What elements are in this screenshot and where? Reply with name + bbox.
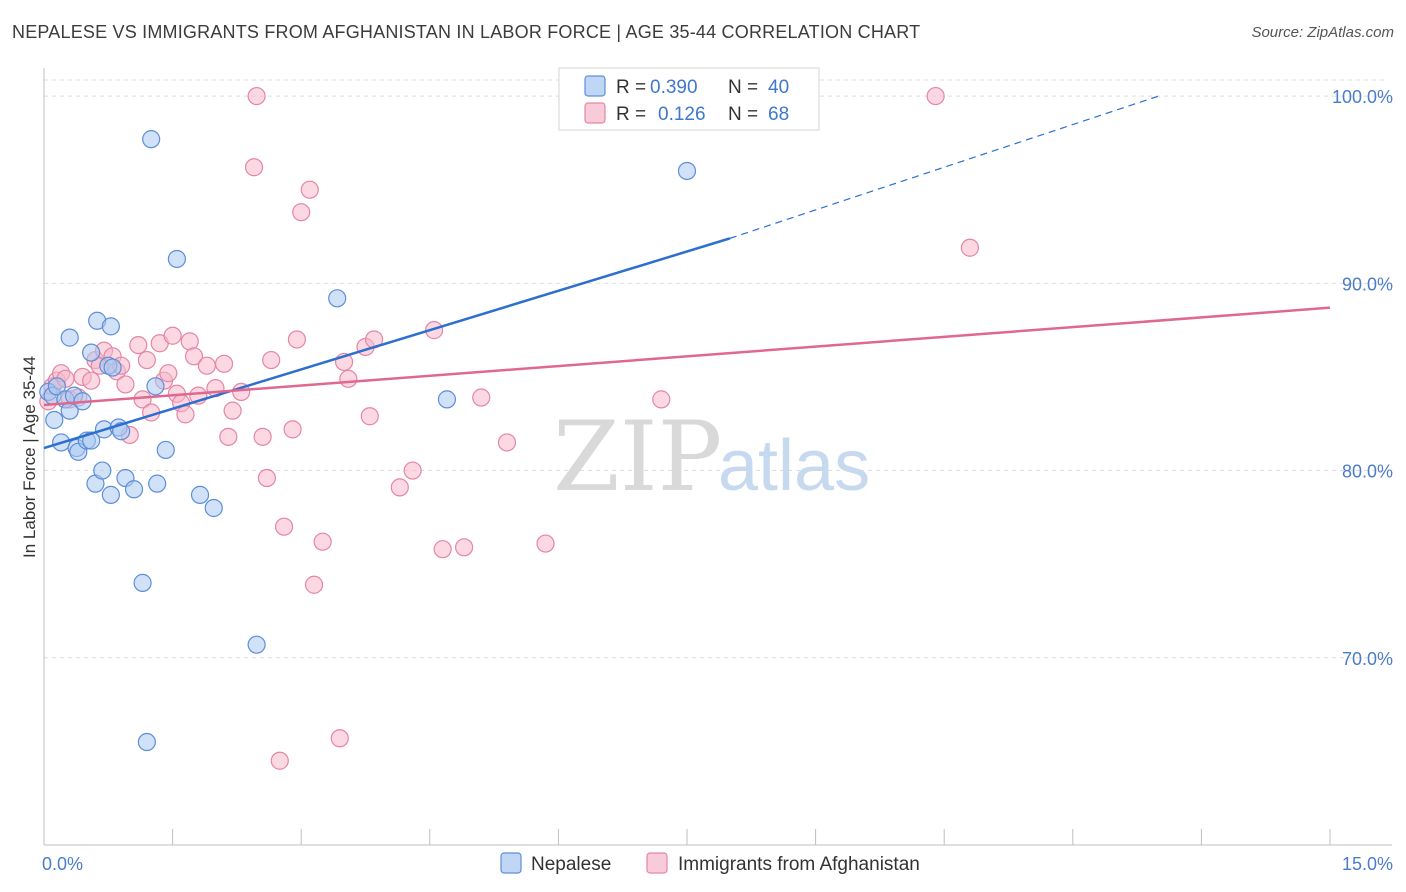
- point-afghan: [403, 461, 422, 480]
- axes: [43, 68, 1392, 846]
- point-nepalese: [47, 377, 66, 396]
- point-afghan: [270, 751, 289, 770]
- point-afghan: [454, 538, 474, 557]
- point-afghan: [244, 158, 264, 177]
- point-nepalese: [146, 377, 165, 396]
- y-tick-label: 90.0%: [1342, 274, 1393, 294]
- legend-n-value-afghan: 68: [768, 104, 789, 125]
- point-afghan: [184, 347, 204, 366]
- chart-title: NEPALESE VS IMMIGRANTS FROM AFGHANISTAN …: [12, 22, 921, 42]
- point-afghan: [926, 86, 945, 106]
- point-afghan: [652, 390, 671, 409]
- point-afghan: [300, 180, 319, 199]
- point-nepalese: [101, 317, 120, 336]
- trend-line-afghan: [43, 306, 1331, 407]
- point-nepalese: [437, 390, 457, 409]
- point-afghan: [223, 401, 242, 420]
- point-nepalese: [82, 343, 101, 362]
- point-nepalese: [101, 485, 120, 504]
- point-afghan: [339, 369, 358, 388]
- bottom-legend-label-afghan: Immigrants from Afghanistan: [678, 854, 920, 875]
- point-afghan: [129, 335, 148, 355]
- bottom-legend: Nepalese Immigrants from Afghanistan: [500, 852, 920, 875]
- legend-swatch-afghan: [584, 102, 606, 124]
- point-nepalese: [190, 485, 210, 504]
- point-nepalese: [247, 635, 266, 654]
- point-afghan: [197, 356, 216, 375]
- legend-r-label-afghan: R =: [616, 104, 646, 125]
- bottom-legend-swatch-afghan: [646, 852, 668, 874]
- watermark-zip: ZIP: [553, 401, 722, 513]
- point-nepalese: [45, 410, 64, 430]
- watermark: ZIP atlas: [553, 401, 870, 513]
- y-tick-labels: 70.0% 80.0% 90.0% 100.0%: [1332, 87, 1393, 669]
- point-afghan: [433, 540, 452, 559]
- point-afghan: [137, 350, 156, 370]
- point-nepalese: [137, 732, 156, 752]
- trend-lines: [43, 95, 1331, 450]
- y-tick-label: 80.0%: [1342, 462, 1393, 482]
- y-axis-label: In Labor Force | Age 35-44: [20, 356, 39, 558]
- legend-n-label-afghan: N =: [728, 104, 758, 125]
- point-afghan: [163, 326, 182, 345]
- bottom-legend-swatch-nepalese: [500, 852, 522, 874]
- point-afghan: [360, 407, 379, 426]
- point-afghan: [159, 364, 178, 383]
- point-afghan: [180, 332, 199, 351]
- trend-line-nepalese: [43, 237, 731, 450]
- point-nepalese: [167, 249, 186, 269]
- point-nepalese: [328, 289, 347, 308]
- legend-r-label-nepalese: R =: [616, 77, 646, 98]
- point-nepalese: [148, 474, 167, 493]
- point-nepalese: [204, 498, 223, 518]
- point-afghan: [292, 203, 311, 222]
- point-afghan: [219, 427, 238, 446]
- point-afghan: [497, 433, 517, 452]
- point-afghan: [283, 420, 302, 439]
- watermark-atlas: atlas: [718, 426, 870, 506]
- legend-n-value-nepalese: 40: [768, 77, 789, 98]
- legend-swatch-nepalese: [584, 75, 606, 97]
- point-nepalese: [156, 440, 175, 460]
- point-afghan: [116, 375, 135, 394]
- point-afghan: [536, 534, 555, 553]
- x-tick-label: 0.0%: [42, 854, 83, 874]
- point-nepalese: [103, 358, 122, 377]
- point-afghan: [330, 729, 349, 748]
- bottom-legend-label-nepalese: Nepalese: [531, 854, 611, 875]
- point-nepalese: [82, 431, 101, 450]
- point-afghan: [214, 354, 234, 373]
- point-afghan: [253, 427, 272, 446]
- series-nepalese-points: [39, 130, 697, 752]
- point-afghan: [960, 238, 980, 257]
- x-tick-label: 15.0%: [1342, 854, 1393, 874]
- point-afghan: [390, 478, 409, 497]
- y-tick-label: 70.0%: [1342, 649, 1393, 669]
- point-afghan: [82, 371, 101, 390]
- x-tick-labels: 0.0% 15.0%: [42, 854, 1393, 874]
- y-tick-label: 100.0%: [1332, 87, 1393, 107]
- point-afghan: [257, 468, 277, 488]
- point-afghan: [472, 388, 491, 407]
- point-nepalese: [677, 161, 697, 181]
- legend-r-value-afghan: 0.126: [658, 104, 706, 125]
- legend: R = 0.390 N = 40 R = 0.126 N = 68: [558, 67, 820, 131]
- chart-source: Source: ZipAtlas.com: [1251, 24, 1394, 41]
- point-afghan: [262, 350, 281, 370]
- point-afghan: [304, 575, 324, 594]
- legend-r-value-nepalese: 0.390: [650, 77, 698, 98]
- point-afghan: [287, 330, 307, 349]
- point-nepalese: [60, 328, 79, 347]
- point-afghan: [313, 532, 332, 551]
- point-nepalese: [124, 480, 144, 499]
- point-nepalese: [93, 461, 112, 480]
- legend-n-label-nepalese: N =: [728, 77, 758, 98]
- point-afghan: [274, 517, 294, 536]
- point-afghan: [247, 86, 266, 106]
- trend-line-nepalese-extension: [729, 95, 1159, 239]
- point-nepalese: [142, 130, 161, 149]
- point-nepalese: [133, 573, 152, 592]
- point-afghan: [176, 405, 195, 424]
